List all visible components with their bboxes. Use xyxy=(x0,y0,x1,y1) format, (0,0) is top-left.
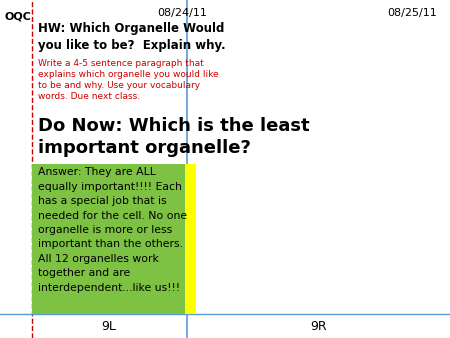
Text: 08/24/11: 08/24/11 xyxy=(158,8,207,19)
FancyBboxPatch shape xyxy=(184,164,196,314)
Text: 9R: 9R xyxy=(310,320,327,333)
Text: HW: Which Organelle Would
you like to be?  Explain why.: HW: Which Organelle Would you like to be… xyxy=(38,22,226,52)
Text: 08/25/11: 08/25/11 xyxy=(387,8,436,19)
Text: Write a 4-5 sentence paragraph that
explains which organelle you would like
to b: Write a 4-5 sentence paragraph that expl… xyxy=(38,59,219,101)
Text: Answer: They are ALL
equally important!!!! Each
has a special job that is
needed: Answer: They are ALL equally important!!… xyxy=(38,167,187,292)
Text: 9L: 9L xyxy=(102,320,117,333)
Text: Do Now: Which is the least
important organelle?: Do Now: Which is the least important org… xyxy=(38,117,310,157)
FancyBboxPatch shape xyxy=(32,164,184,314)
Text: OQC: OQC xyxy=(4,12,32,22)
